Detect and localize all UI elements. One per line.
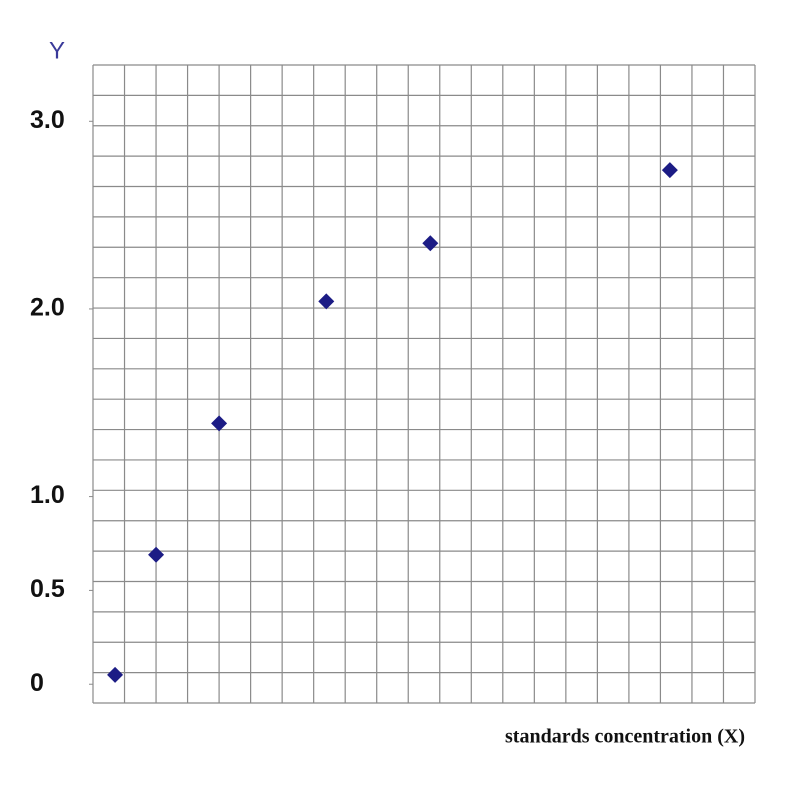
y-axis-label: Y <box>49 37 65 64</box>
point <box>661 162 678 179</box>
point <box>211 415 228 432</box>
y-tick-label: 2.0 <box>30 294 65 322</box>
point <box>318 293 335 310</box>
y-tick-label: 3.0 <box>30 106 65 134</box>
y-tick-label: 0 <box>30 669 44 697</box>
y-tick-label: 0.5 <box>30 575 65 603</box>
point <box>422 235 439 252</box>
point <box>107 666 124 683</box>
x-axis-label: standards concentration (X) <box>505 726 745 748</box>
y-tick-label: 1.0 <box>30 481 65 509</box>
point <box>148 546 165 563</box>
